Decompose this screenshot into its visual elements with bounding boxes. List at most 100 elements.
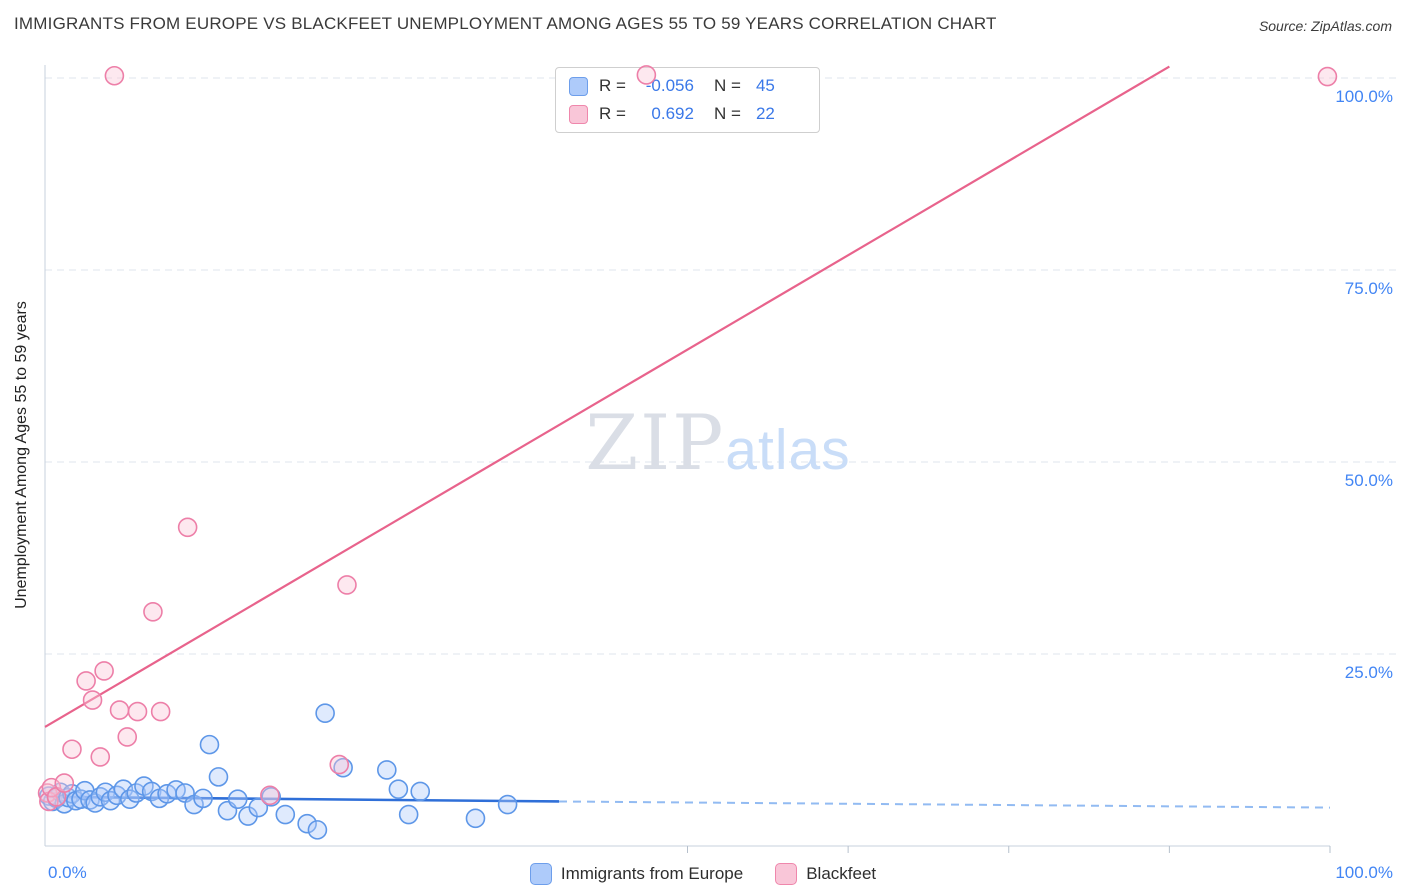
x-axis-min-label: 0.0%	[48, 863, 87, 882]
y-axis-label: Unemployment Among Ages 55 to 59 years	[13, 301, 30, 609]
scatter-point	[297, 813, 317, 834]
scatter-point	[54, 773, 75, 793]
scatter-point	[46, 787, 67, 807]
scatter-point	[41, 777, 62, 798]
scatter-point	[497, 794, 518, 815]
y-tick-label: 50.0%	[1345, 471, 1393, 490]
scatter-point	[150, 701, 171, 722]
legend-label-blackfeet: Blackfeet	[806, 864, 877, 883]
scatter-point	[62, 783, 82, 804]
scatter-point	[143, 601, 163, 622]
scatter-point	[377, 760, 397, 780]
chart-legend: Immigrants from Europe Blackfeet	[0, 863, 1406, 885]
n-value-blackfeet: 22	[755, 104, 775, 123]
trendline	[44, 65, 1170, 728]
scatter-point	[113, 779, 134, 799]
y-tick-label: 25.0%	[1345, 663, 1393, 682]
scatter-point	[227, 789, 248, 809]
scatter-point	[134, 776, 154, 796]
scatter-point	[184, 794, 204, 815]
r-label: R =	[599, 76, 626, 95]
trendline	[558, 800, 1331, 809]
scatter-point	[90, 787, 111, 807]
scatter-point	[58, 787, 78, 808]
correlation-legend-box: R = -0.056 N = 45 R = 0.692 N = 22	[555, 67, 820, 133]
scatter-point	[117, 727, 138, 747]
scatter-point	[85, 793, 105, 813]
n-value-europe: 45	[755, 76, 775, 95]
scatter-point	[388, 779, 409, 799]
scatter-point	[333, 757, 353, 778]
r-value-europe: -0.056	[645, 76, 694, 95]
n-label: N =	[713, 76, 741, 95]
pink-series-swatch	[569, 104, 588, 124]
y-tick-label: 100.0%	[1335, 87, 1393, 106]
scatter-point	[39, 786, 59, 806]
scatter-point	[127, 701, 148, 722]
scatter-point	[120, 789, 140, 809]
scatter-point	[465, 808, 486, 829]
scatter-point	[1317, 66, 1338, 87]
scatter-point	[141, 781, 162, 802]
scatter-point	[82, 690, 103, 710]
scatter-point	[104, 65, 125, 86]
trendline	[44, 795, 560, 803]
legend-swatch-europe	[529, 863, 552, 885]
blue-series-swatch	[569, 76, 588, 96]
scatter-point	[100, 790, 121, 811]
source-attribution: Source: ZipAtlas.com	[1258, 18, 1392, 34]
r-value-blackfeet: 0.692	[651, 104, 694, 123]
scatter-point	[80, 790, 100, 810]
scatter-point	[54, 793, 75, 814]
legend-item-blackfeet: Blackfeet	[775, 863, 876, 885]
scatter-point	[177, 517, 198, 538]
scatter-point	[193, 788, 213, 809]
scatter-point	[307, 820, 328, 840]
legend-item-europe: Immigrants from Europe	[529, 863, 744, 885]
scatter-point	[37, 783, 58, 803]
scatter-point	[46, 788, 67, 809]
legend-swatch-blackfeet	[775, 863, 798, 885]
scatter-point	[42, 791, 63, 812]
scatter-point	[39, 791, 59, 812]
scatter-point	[260, 785, 280, 806]
scatter-point	[76, 671, 96, 691]
watermark-atlas: atlas	[725, 418, 851, 482]
scatter-point	[149, 788, 170, 809]
legend-row-blackfeet: R = 0.692 N = 22	[569, 102, 807, 126]
chart-title: IMMIGRANTS FROM EUROPE VS BLACKFEET UNEM…	[14, 14, 997, 33]
scatter-point	[75, 780, 95, 801]
n-label: N =	[713, 104, 741, 123]
watermark-zip: ZIP	[585, 398, 726, 487]
scatter-point	[126, 783, 147, 803]
legend-row-europe: R = -0.056 N = 45	[569, 74, 807, 98]
scatter-point	[175, 783, 195, 803]
x-axis-max-label: 100.0%	[1335, 863, 1393, 882]
legend-label-europe: Immigrants from Europe	[560, 864, 744, 883]
scatter-point	[71, 789, 91, 809]
scatter-point	[95, 782, 116, 803]
y-tick-label: 75.0%	[1345, 279, 1393, 298]
zipatlas-watermark: ZIPatlas	[585, 398, 850, 487]
scatter-point	[398, 804, 419, 825]
scatter-point	[50, 782, 71, 803]
scatter-point	[66, 790, 86, 811]
scatter-point	[248, 797, 269, 818]
scatter-point	[90, 747, 111, 767]
scatter-point	[109, 700, 130, 720]
scatter-point	[275, 804, 296, 825]
scatter-point	[238, 806, 258, 826]
scatter-point	[208, 767, 229, 787]
r-label: R =	[599, 104, 626, 123]
scatter-point	[217, 800, 238, 821]
scatter-point	[261, 787, 281, 807]
scatter-point	[329, 754, 350, 775]
scatter-point	[199, 734, 220, 755]
scatter-point	[166, 780, 186, 800]
scatter-point	[337, 575, 357, 595]
scatter-point	[410, 781, 431, 802]
scatter-point	[315, 703, 335, 723]
scatter-point	[62, 739, 82, 760]
scatter-point	[94, 661, 114, 681]
